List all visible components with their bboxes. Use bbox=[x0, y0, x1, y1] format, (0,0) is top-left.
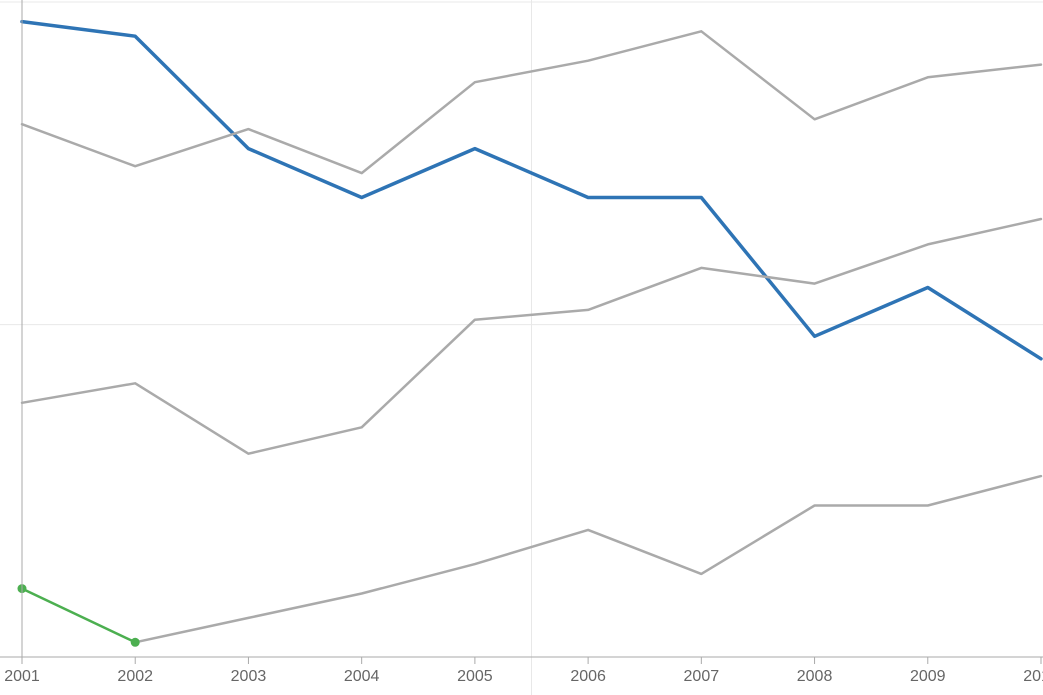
x-tick-label: 2005 bbox=[457, 668, 493, 685]
x-tick-label: 2003 bbox=[231, 668, 267, 685]
x-tick-label: 2009 bbox=[910, 668, 946, 685]
x-tick-label: 2006 bbox=[570, 668, 606, 685]
x-tick-label: 2002 bbox=[117, 668, 153, 685]
x-tick-label: 2007 bbox=[684, 668, 720, 685]
line-chart: 2001 2002 2003 2004 2005 2006 2007 2008 2009 2010 bbox=[0, 0, 1043, 695]
series-green bbox=[22, 589, 135, 643]
x-tick-label: 2004 bbox=[344, 668, 380, 685]
x-tick-label: 2010 bbox=[1023, 668, 1043, 685]
series-green-marker bbox=[131, 638, 140, 647]
series-grey-bottom bbox=[135, 476, 1041, 642]
x-tick-label: 2001 bbox=[4, 668, 40, 685]
x-tick-label: 2008 bbox=[797, 668, 833, 685]
